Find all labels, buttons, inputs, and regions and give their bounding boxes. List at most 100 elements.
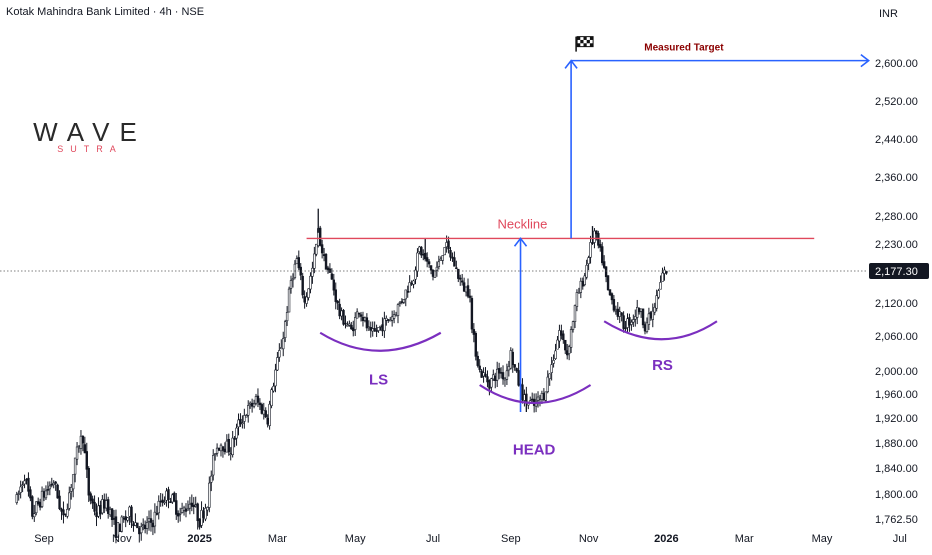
candle bbox=[587, 255, 590, 271]
candle bbox=[212, 449, 215, 481]
candle bbox=[206, 506, 209, 516]
candle bbox=[235, 423, 238, 446]
candle bbox=[202, 507, 205, 523]
candle bbox=[48, 481, 52, 496]
candle bbox=[128, 505, 131, 526]
candle bbox=[136, 522, 139, 529]
candle bbox=[416, 248, 419, 277]
candle bbox=[495, 361, 499, 388]
candle bbox=[585, 259, 588, 280]
price-axis[interactable]: 2,600.00 2,520.00 2,440.00 2,360.00 2,280.00… bbox=[869, 58, 929, 526]
candle bbox=[618, 306, 621, 323]
candle bbox=[581, 277, 584, 290]
candle bbox=[425, 252, 429, 268]
candle bbox=[33, 504, 36, 522]
candle bbox=[505, 363, 509, 385]
candle bbox=[89, 491, 92, 505]
candle bbox=[27, 472, 30, 497]
y-tick-label: 2,440.00 bbox=[875, 134, 918, 146]
candle bbox=[165, 487, 168, 507]
candle bbox=[626, 313, 629, 333]
candle bbox=[237, 413, 240, 436]
checkered-flag-icon bbox=[575, 36, 594, 52]
candle bbox=[295, 255, 299, 265]
candle bbox=[398, 301, 402, 307]
candle bbox=[219, 443, 223, 457]
candle bbox=[108, 506, 112, 518]
candle bbox=[571, 320, 575, 333]
wave-sutra-logo: WAVE SUTRA bbox=[28, 119, 152, 154]
candle bbox=[478, 359, 481, 373]
candle bbox=[400, 298, 404, 305]
candle bbox=[254, 393, 258, 406]
candle bbox=[521, 378, 524, 404]
candle bbox=[303, 290, 306, 309]
logo-main-text: WAVE bbox=[33, 117, 147, 147]
candle bbox=[507, 360, 511, 377]
candle bbox=[488, 379, 491, 396]
candle bbox=[210, 470, 213, 492]
candle bbox=[276, 351, 279, 372]
candle bbox=[597, 230, 600, 249]
time-axis[interactable]: Sep Nov 2025 Mar May Jul Sep Nov 2026 Mar May Jul bbox=[34, 533, 907, 545]
candle bbox=[171, 493, 174, 504]
candle bbox=[103, 493, 106, 514]
candle bbox=[363, 316, 367, 323]
candle bbox=[204, 503, 207, 522]
candle bbox=[175, 493, 178, 520]
candle bbox=[62, 501, 65, 524]
candle bbox=[132, 521, 135, 532]
candle bbox=[556, 335, 559, 350]
candle bbox=[264, 407, 267, 419]
candle bbox=[470, 295, 474, 334]
candle bbox=[628, 313, 631, 332]
candle bbox=[25, 478, 28, 485]
candle bbox=[93, 495, 96, 516]
candle bbox=[262, 402, 265, 420]
candle bbox=[459, 274, 462, 286]
logo-sub-text: SUTRA bbox=[57, 144, 123, 154]
candle bbox=[169, 497, 172, 504]
measured-target-label: Measured Target bbox=[644, 43, 724, 54]
candle bbox=[147, 510, 151, 531]
candle bbox=[301, 272, 304, 299]
candle bbox=[58, 490, 61, 511]
candle bbox=[661, 267, 664, 282]
candle bbox=[313, 246, 316, 274]
candle bbox=[101, 494, 104, 515]
candle bbox=[451, 252, 454, 262]
candle bbox=[229, 447, 232, 461]
candle bbox=[641, 308, 645, 329]
candle bbox=[492, 369, 495, 382]
candle bbox=[484, 367, 487, 378]
pattern-arc-ls bbox=[319, 331, 442, 352]
candle bbox=[266, 414, 269, 428]
candle bbox=[474, 331, 477, 361]
y-tick-label: 1,762.50 bbox=[875, 514, 918, 526]
candle bbox=[23, 474, 26, 489]
candle bbox=[472, 323, 476, 343]
neckline-label: Neckline bbox=[498, 216, 548, 231]
candle bbox=[560, 324, 563, 340]
candle bbox=[538, 394, 542, 407]
candle bbox=[110, 508, 114, 527]
candle bbox=[297, 250, 300, 271]
candle bbox=[350, 321, 353, 330]
candle bbox=[602, 255, 606, 270]
candle bbox=[36, 497, 40, 506]
candle bbox=[501, 365, 505, 385]
candle bbox=[612, 295, 616, 313]
candle bbox=[367, 320, 371, 331]
currency-label[interactable]: INR bbox=[879, 8, 898, 20]
candle bbox=[420, 246, 423, 258]
candle bbox=[365, 313, 369, 332]
candle bbox=[318, 225, 322, 247]
candle bbox=[554, 343, 557, 360]
candle bbox=[523, 389, 526, 407]
candle bbox=[412, 279, 415, 289]
candle bbox=[311, 261, 314, 284]
candle bbox=[268, 400, 271, 430]
candle bbox=[383, 311, 386, 338]
candle bbox=[293, 260, 297, 280]
